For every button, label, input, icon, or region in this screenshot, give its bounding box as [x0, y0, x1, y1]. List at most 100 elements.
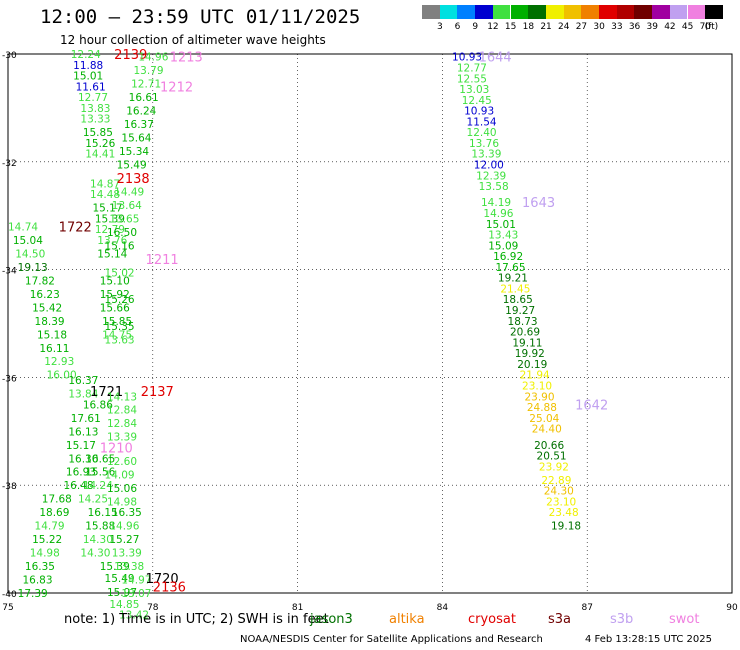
x-tick-label: 81	[292, 603, 303, 613]
wave-height-point: 12.79	[95, 224, 125, 236]
wave-height-point: 11.88	[73, 60, 103, 72]
x-tick-label: 84	[437, 603, 449, 613]
legend-label: 70	[699, 22, 712, 32]
wave-height-point: 12.24	[71, 49, 101, 61]
wave-height-point: 15.01	[486, 219, 516, 231]
wave-height-point: 17.39	[18, 588, 48, 600]
wave-height-point: 10.93	[464, 106, 494, 118]
wave-height-point: 12.71	[131, 79, 161, 91]
wave-height-point: 13.07	[121, 588, 151, 600]
pass-time-label: 1643	[522, 196, 555, 211]
wave-height-point: 12.00	[474, 159, 504, 171]
wave-height-point: 14.96	[138, 52, 168, 64]
legend-swatch	[545, 5, 564, 19]
wave-height-point: 12.84	[107, 405, 137, 417]
legend-swatch	[634, 5, 653, 19]
x-tick-label: 87	[581, 603, 592, 613]
legend-swatch	[652, 5, 670, 19]
wave-height-point: 12.77	[78, 92, 108, 104]
wave-height-point: 23.92	[539, 461, 569, 473]
pass-time-label: 2136	[153, 581, 186, 596]
legend-unit: (ft)	[704, 22, 719, 32]
credit-text: NOAA/NESDIS Center for Satellite Applica…	[240, 634, 543, 645]
wave-height-point: 14.50	[15, 248, 45, 260]
wave-height-point: 15.66	[100, 302, 130, 314]
wave-height-point: 14.09	[105, 469, 135, 481]
wave-height-point: 16.35	[25, 561, 55, 573]
wave-height-point: 16.13	[68, 426, 98, 438]
x-tick-label: 90	[726, 603, 738, 613]
y-tick-label: -38	[2, 482, 17, 492]
wave-height-point: 14.24	[83, 480, 113, 492]
wave-height-point: 16.11	[39, 343, 69, 355]
wave-height-point: 16.50	[107, 227, 137, 239]
wave-height-point: 13.76	[97, 235, 127, 247]
wave-height-point: 19.11	[512, 337, 542, 349]
wave-height-point: 16.15	[88, 507, 118, 519]
legend-label: 18	[522, 22, 535, 32]
wave-height-point: 15.10	[100, 275, 130, 287]
legend-label: 39	[646, 22, 658, 32]
wave-height-point: 13.38	[114, 561, 144, 573]
legend-label: 3	[436, 22, 443, 32]
wave-height-point: 14.98	[107, 496, 137, 508]
pass-time-label: 1210	[100, 441, 133, 456]
wave-height-point: 15.85	[83, 127, 113, 139]
wave-height-point: 13.43	[488, 230, 518, 242]
wave-height-point: 15.02	[105, 267, 135, 279]
wave-height-point: 20.69	[510, 327, 540, 339]
wave-height-point: 15.16	[105, 240, 135, 252]
legend-label: 21	[540, 22, 552, 32]
wave-height-point: 17.68	[42, 494, 72, 506]
wave-height-point: 25.04	[529, 413, 559, 425]
wave-height-point: 15.88	[85, 521, 115, 533]
y-tick-label: -36	[2, 374, 17, 384]
wave-height-point: 12.93	[44, 356, 74, 368]
wave-height-point: 15.17	[66, 440, 96, 452]
wave-height-point: 18.73	[508, 316, 538, 328]
wave-height-point: 13.64	[112, 200, 142, 212]
wave-height-point: 16.93	[66, 467, 96, 479]
wave-height-point: 18.39	[35, 316, 65, 328]
wave-height-point: 16.37	[68, 375, 98, 387]
pass-time-label: 1644	[479, 51, 512, 66]
legend-label: 45	[681, 22, 694, 32]
wave-height-point: 14.85	[109, 599, 139, 611]
wave-height-point: 17.65	[495, 262, 525, 274]
sat-cryosat: cryosat	[468, 612, 516, 627]
wave-height-point: 16.48	[64, 480, 94, 492]
pass-time-label: 1213	[170, 51, 203, 66]
sat-s3a: s3a	[548, 612, 572, 627]
legend-label: 42	[664, 22, 676, 32]
wave-height-point: 15.56	[85, 467, 115, 479]
wave-height-point: 20.66	[534, 440, 564, 452]
wave-height-point: 18.69	[39, 507, 69, 519]
legend-swatch	[492, 5, 511, 19]
wave-height-point: 15.92	[100, 289, 130, 301]
wave-height-point: 21.94	[520, 370, 550, 382]
legend-swatch	[563, 5, 582, 19]
legend-label: 27	[575, 22, 588, 32]
wave-height-point: 15.06	[107, 483, 137, 495]
wave-height-point: 15.97	[107, 587, 137, 599]
wave-height-point: 15.39	[100, 561, 130, 573]
legend-label: 6	[454, 22, 461, 32]
wave-height-point: 14.13	[107, 391, 137, 403]
x-tick-label: 78	[147, 603, 159, 613]
pass-time-label: 1642	[575, 398, 608, 413]
wave-height-point: 14.79	[35, 521, 65, 533]
wave-height-point: 15.17	[92, 203, 122, 215]
legend-swatch	[616, 5, 635, 19]
wave-height-point: 20.51	[537, 451, 567, 463]
wave-height-point: 14.49	[114, 186, 144, 198]
wave-height-point: 23.10	[546, 496, 576, 508]
wave-height-point: 14.98	[30, 548, 60, 560]
legend-swatch	[687, 5, 706, 19]
page-subtitle: 12 hour collection of altimeter wave hei…	[60, 33, 326, 47]
legend-label: 30	[593, 22, 605, 32]
wave-height-point: 14.48	[90, 189, 120, 201]
wave-height-point: 14.41	[85, 149, 115, 161]
wave-height-point: 14.75	[102, 329, 132, 341]
legend-swatch	[705, 5, 723, 19]
wave-height-point: 13.83	[80, 103, 110, 115]
